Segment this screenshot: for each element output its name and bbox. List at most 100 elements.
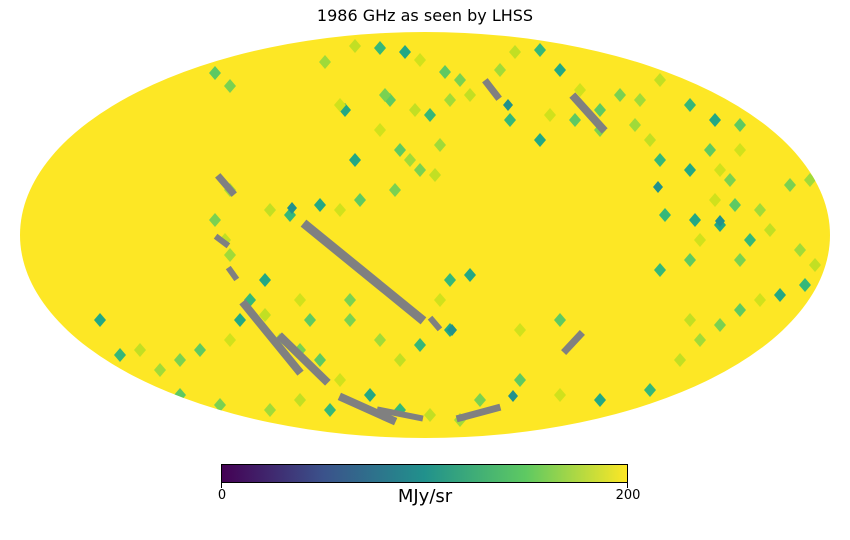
sky-pixel-patch (334, 98, 346, 112)
sky-pixel-patch (434, 138, 446, 152)
sky-pixel-patch (654, 73, 666, 87)
sky-pixel-patch (554, 313, 566, 327)
sky-pixel-patch (389, 183, 401, 197)
sky-pixel-patch (629, 118, 641, 132)
colorbar (221, 464, 628, 483)
sky-pixel-patch (509, 45, 521, 59)
sky-pixel-patch (424, 408, 436, 422)
no-data-stripe (455, 403, 502, 423)
sky-pixel-patch (134, 343, 146, 357)
sky-pixel-patch (694, 233, 706, 247)
sky-pixel-patch (554, 388, 566, 402)
sky-pixel-patch (414, 338, 426, 352)
sky-pixel-patch (414, 53, 426, 67)
colorbar-tick-min (221, 483, 222, 488)
sky-pixel-patch (754, 293, 766, 307)
sky-pixel-patch (544, 108, 556, 122)
sky-pixel-patch (504, 113, 516, 127)
sky-pixel-patch (508, 390, 518, 402)
sky-pixel-patch (574, 83, 586, 97)
no-data-stripe (376, 406, 424, 422)
sky-pixel-patch (709, 113, 721, 127)
sky-pixel-patch (709, 193, 721, 207)
sky-pixel-patch (774, 288, 786, 302)
sky-pixel-patch (234, 313, 246, 327)
sky-pixel-patch (474, 393, 486, 407)
sky-pixel-patch (124, 378, 136, 392)
sky-pixel-patch (569, 113, 581, 127)
no-data-stripe (482, 78, 502, 101)
sky-pixel-patch (264, 203, 276, 217)
sky-pixel-patch (464, 268, 476, 282)
sky-pixel-patch (434, 293, 446, 307)
colorbar-tick-max (627, 483, 628, 488)
sky-pixel-patch (324, 403, 336, 417)
sky-pixel-patch (654, 263, 666, 277)
no-data-stripe (300, 219, 427, 325)
no-data-stripe (225, 265, 240, 282)
sky-pixel-patch (334, 373, 346, 387)
sky-pixel-patch (447, 324, 457, 336)
sky-pixel-patch (394, 143, 406, 157)
sky-pixel-patch (174, 353, 186, 367)
sky-pixel-patch (654, 153, 666, 167)
sky-pixel-patch (404, 153, 416, 167)
sky-pixel-patch (534, 43, 546, 57)
sky-pixel-patch (394, 353, 406, 367)
sky-pixel-patch (714, 318, 726, 332)
sky-pixel-patch (374, 333, 386, 347)
sky-pixel-patch (494, 63, 506, 77)
sky-pixel-patch (674, 353, 686, 367)
sky-pixel-patch (259, 273, 271, 287)
sky-pixel-patch (154, 363, 166, 377)
colorbar-min-label: 0 (217, 488, 227, 503)
no-data-stripe (239, 299, 304, 376)
sky-pixel-patch (614, 88, 626, 102)
sky-pixel-patch (409, 103, 421, 117)
colorbar-max-label: 200 (615, 488, 641, 503)
sky-pixel-patch (454, 73, 466, 87)
sky-pixel-patch (694, 333, 706, 347)
sky-pixel-patch (304, 313, 316, 327)
no-data-stripe (427, 315, 443, 332)
map-title: 1986 GHz as seen by LHSS (316, 6, 534, 25)
sky-pixel-patch (734, 143, 746, 157)
sky-pixel-patch (799, 278, 811, 292)
sky-pixel-patch (659, 208, 671, 222)
sky-pixel-patch (94, 313, 106, 327)
sky-pixel-patch (734, 253, 746, 267)
sky-pixel-patch (734, 303, 746, 317)
sky-pixel-patch (764, 223, 776, 237)
sky-pixel-patch (684, 253, 696, 267)
sky-pixel-patch (364, 388, 376, 402)
sky-pixel-patch (503, 99, 513, 111)
sky-pixel-patch (374, 41, 386, 55)
sky-pixel-patch (334, 203, 346, 217)
sky-pixel-patch (424, 108, 436, 122)
sky-pixel-patch (594, 393, 606, 407)
sky-pixel-patch (729, 198, 741, 212)
sky-pixel-patch (294, 293, 306, 307)
sky-pixel-patch (414, 163, 426, 177)
no-data-stripe (213, 233, 231, 249)
sky-pixel-patch (314, 353, 326, 367)
sky-pixel-patch (294, 393, 306, 407)
sky-map-ellipse (20, 32, 830, 438)
sky-pixel-patch (644, 133, 656, 147)
sky-pixel-patch (344, 293, 356, 307)
sky-pixel-patch (684, 313, 696, 327)
sky-pixel-patch (715, 215, 725, 227)
sky-pixel-patch (734, 118, 746, 132)
sky-pixel-patch (554, 63, 566, 77)
sky-pixel-patch (224, 79, 236, 93)
sky-pixel-patch (594, 103, 606, 117)
sky-pixel-patch (809, 258, 821, 272)
sky-pixel-patch (264, 403, 276, 417)
sky-pixel-patch (724, 173, 736, 187)
sky-pixel-patch (209, 66, 221, 80)
sky-pixel-patch (754, 203, 766, 217)
sky-pixel-patch (684, 98, 696, 112)
no-data-stripe (569, 92, 608, 134)
colorbar-units-label: MJy/sr (397, 486, 453, 507)
